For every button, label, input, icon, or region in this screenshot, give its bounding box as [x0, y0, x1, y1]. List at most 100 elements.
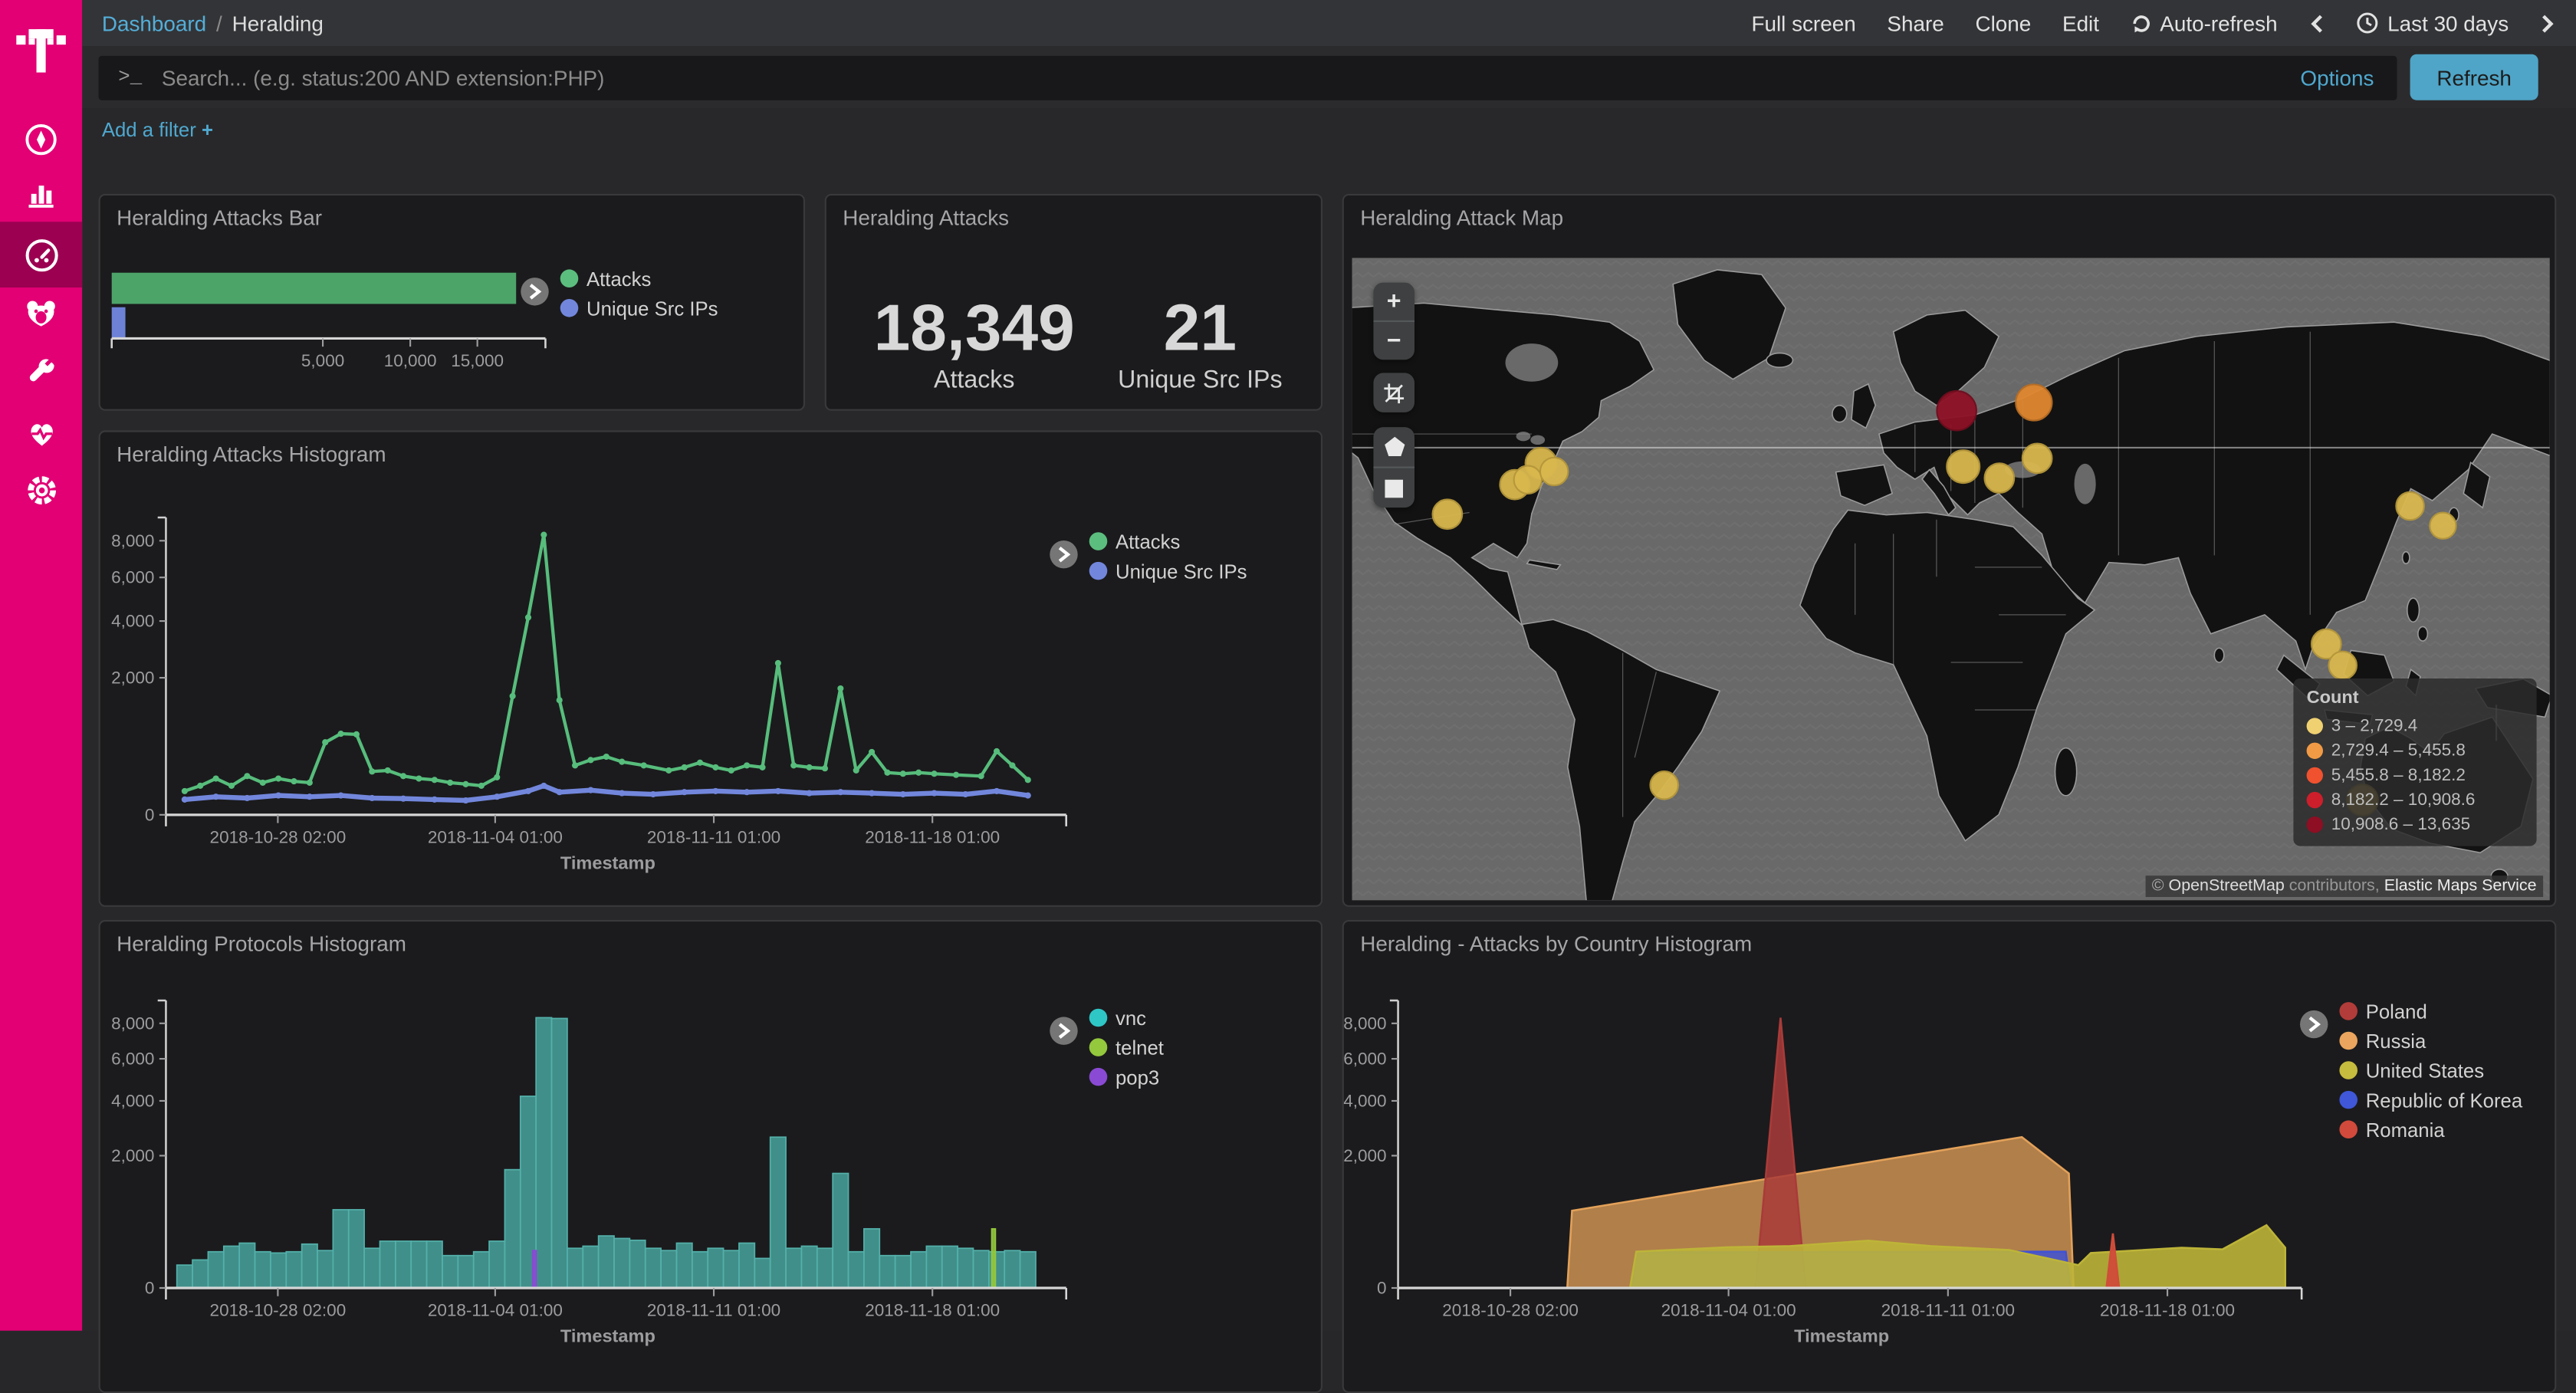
crop-icon: [1383, 382, 1405, 403]
map-attribution: © OpenStreetMap contributors, Elastic Ma…: [2145, 876, 2543, 897]
draw-rectangle-button[interactable]: [1373, 467, 1414, 508]
map-fit-control: [1373, 373, 1414, 412]
svg-text:6,000: 6,000: [111, 1050, 154, 1069]
attack-origin-marker: [1983, 462, 2015, 494]
search-bar: >_ Options Refresh: [82, 46, 2576, 108]
legend-item[interactable]: Poland: [2339, 1000, 2522, 1022]
attack-origin-marker: [1946, 448, 1980, 483]
plus-icon: +: [202, 118, 213, 141]
elastic-maps-link[interactable]: Elastic Maps Service: [2384, 877, 2537, 895]
auto-refresh-button[interactable]: Auto-refresh: [2131, 11, 2278, 35]
clone-button[interactable]: Clone: [1975, 11, 2031, 35]
svg-text:2018-11-04 01:00: 2018-11-04 01:00: [428, 827, 563, 846]
svg-text:Timestamp: Timestamp: [560, 1326, 656, 1346]
attack-origin-marker: [2429, 512, 2456, 540]
sidebar-item-discover[interactable]: [0, 110, 82, 169]
telekom-logo[interactable]: [0, 13, 82, 85]
svg-text:2018-10-28 02:00: 2018-10-28 02:00: [210, 1300, 347, 1319]
attacks-histogram-chart[interactable]: 02,0004,0006,0008,0002018-10-28 02:00201…: [100, 432, 1321, 902]
svg-text:5,000: 5,000: [301, 351, 344, 370]
attack-origin-marker: [2022, 442, 2053, 474]
zoom-out-button[interactable]: −: [1373, 320, 1414, 360]
svg-text:8,000: 8,000: [111, 531, 154, 550]
svg-text:2,000: 2,000: [111, 1146, 154, 1165]
svg-text:2018-11-04 01:00: 2018-11-04 01:00: [1661, 1300, 1796, 1319]
add-filter-button[interactable]: Add a filter +: [102, 118, 213, 141]
edit-button[interactable]: Edit: [2062, 11, 2099, 35]
refresh-button[interactable]: Refresh: [2410, 54, 2538, 100]
panel-protocols-histogram: Heralding Protocols Histogram 02,0004,00…: [99, 920, 1322, 1393]
panel-attack-map: Heralding Attack Map: [1342, 194, 2557, 907]
bear-icon: [21, 294, 61, 333]
sidebar-item-visualize[interactable]: [0, 164, 82, 223]
legend-item[interactable]: pop3: [1089, 1066, 1164, 1088]
legend-item[interactable]: Attacks: [1089, 531, 1247, 552]
svg-text:2018-11-11 01:00: 2018-11-11 01:00: [647, 827, 780, 846]
metric-unique-ips: 21 Unique Src IPs: [1097, 294, 1303, 395]
sidebar-item-dashboard[interactable]: [0, 222, 82, 287]
rectangle-icon: [1385, 479, 1403, 498]
legend-toggle-chevron-icon[interactable]: [1050, 1017, 1077, 1044]
search-input[interactable]: [159, 64, 2278, 91]
country-histogram-chart[interactable]: 02,0004,0006,0008,0002018-10-28 02:00201…: [1344, 922, 2555, 1388]
attack-origin-marker: [1937, 391, 1978, 432]
panel-attacks-histogram: Heralding Attacks Histogram 02,0004,0006…: [99, 430, 1322, 906]
protocols-histogram-chart[interactable]: 02,0004,0006,0008,0002018-10-28 02:00201…: [100, 922, 1321, 1388]
terminal-prompt-icon: >_: [118, 66, 142, 89]
chevron-left-icon: [2308, 12, 2325, 34]
chart-legend: vnc telnet pop3: [1050, 1007, 1164, 1088]
legend-item[interactable]: Romania: [2339, 1119, 2522, 1140]
breadcrumb-dashboard-link[interactable]: Dashboard: [102, 11, 206, 35]
svg-text:2018-10-28 02:00: 2018-10-28 02:00: [210, 827, 347, 846]
svg-text:2018-11-11 01:00: 2018-11-11 01:00: [647, 1300, 780, 1319]
attack-origin-marker: [2015, 383, 2052, 420]
legend-toggle-chevron-icon[interactable]: [521, 278, 548, 305]
map-count-legend: Count 3 – 2,729.42,729.4 – 5,455.85,455.…: [2293, 678, 2536, 846]
sidebar-item-devtools[interactable]: [0, 343, 82, 402]
legend-item[interactable]: Unique Src IPs: [560, 297, 718, 319]
world-map[interactable]: + −: [1352, 258, 2550, 900]
sidebar-item-monitoring[interactable]: [0, 402, 82, 462]
openstreetmap-link[interactable]: OpenStreetMap: [2169, 877, 2285, 895]
legend-item[interactable]: United States: [2339, 1060, 2522, 1081]
refresh-icon: [2131, 12, 2152, 34]
legend-toggle-chevron-icon[interactable]: [1050, 540, 1077, 568]
sidebar-nav: [0, 0, 82, 1331]
time-back-button[interactable]: [2308, 12, 2325, 34]
svg-text:2018-11-04 01:00: 2018-11-04 01:00: [428, 1300, 563, 1319]
metric-value: 18,349: [843, 294, 1106, 363]
count-legend-entry: 5,455.8 – 8,182.2: [2307, 762, 2524, 787]
topbar-menu: Full screen Share Clone Edit Auto-refres…: [1751, 11, 2556, 35]
sidebar-item-management[interactable]: [0, 460, 82, 519]
fullscreen-button[interactable]: Full screen: [1751, 11, 1855, 35]
svg-text:2018-11-18 01:00: 2018-11-18 01:00: [2100, 1300, 2235, 1319]
options-link[interactable]: Options: [2300, 65, 2374, 90]
gear-icon: [22, 471, 60, 508]
svg-text:6,000: 6,000: [1344, 1050, 1387, 1069]
legend-item[interactable]: vnc: [1089, 1007, 1164, 1029]
timepicker-button[interactable]: Last 30 days: [2356, 11, 2509, 35]
heartbeat-icon: [22, 413, 60, 451]
svg-text:Timestamp: Timestamp: [1794, 1326, 1889, 1346]
map-draw-controls: [1373, 427, 1414, 508]
count-legend-title: Count: [2307, 688, 2524, 708]
svg-text:2,000: 2,000: [1344, 1146, 1387, 1165]
breadcrumb-current: Heralding: [232, 11, 324, 35]
wrench-icon: [23, 355, 59, 391]
legend-item[interactable]: Unique Src IPs: [1089, 560, 1247, 582]
share-button[interactable]: Share: [1887, 11, 1944, 35]
sidebar-item-tpot[interactable]: [0, 284, 82, 343]
legend-item[interactable]: Attacks: [560, 268, 718, 289]
count-legend-entry: 3 – 2,729.4: [2307, 713, 2524, 738]
time-forward-button[interactable]: [2540, 12, 2556, 34]
legend-toggle-chevron-icon[interactable]: [2300, 1010, 2328, 1038]
svg-text:2018-10-28 02:00: 2018-10-28 02:00: [1442, 1300, 1579, 1319]
fit-data-bounds-button[interactable]: [1373, 373, 1414, 412]
draw-polygon-button[interactable]: [1373, 427, 1414, 466]
legend-item[interactable]: Russia: [2339, 1030, 2522, 1052]
legend-item[interactable]: Republic of Korea: [2339, 1089, 2522, 1111]
bar-chart-icon: [23, 176, 59, 212]
legend-item[interactable]: telnet: [1089, 1037, 1164, 1058]
top-nav-bar: Dashboard / Heralding Full screen Share …: [82, 0, 2576, 46]
zoom-in-button[interactable]: +: [1373, 283, 1414, 320]
